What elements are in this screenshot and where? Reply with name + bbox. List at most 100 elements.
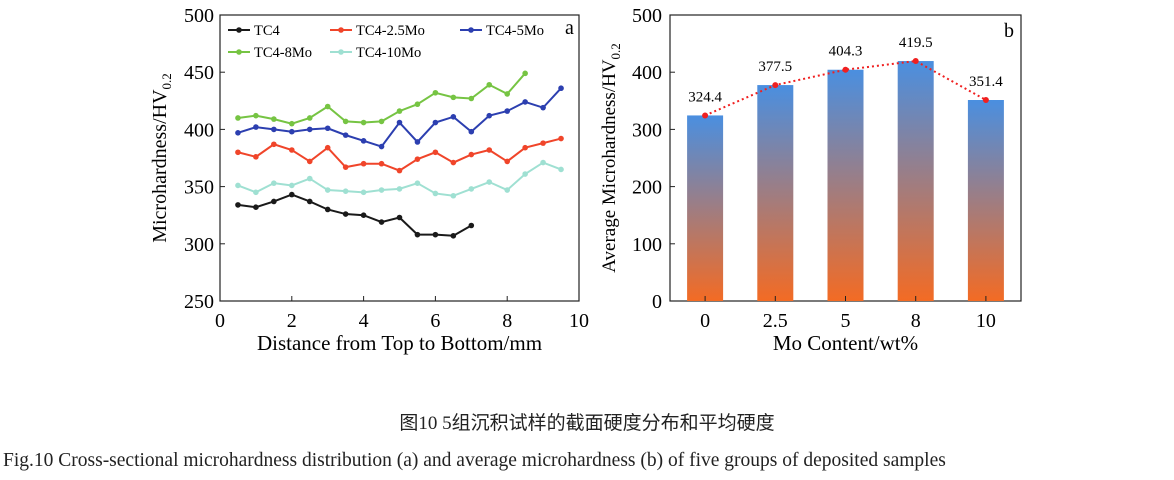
data-point-TC4-8Mo <box>235 115 241 121</box>
data-point-TC4 <box>253 204 259 210</box>
data-point-TC4-5Mo <box>289 128 295 135</box>
bar-0 <box>687 115 724 301</box>
data-point-TC4-8Mo <box>342 118 349 125</box>
data-label: 419.5 <box>899 35 933 51</box>
caption-english: Fig.10 Cross-sectional microhardness dis… <box>3 450 946 471</box>
data-point-TC4 <box>432 231 439 238</box>
data-point-TC4-5Mo <box>271 126 277 133</box>
data-point-TC4-10Mo <box>558 166 564 173</box>
data-point-TC4-2.5Mo <box>378 160 385 167</box>
data-point-TC4 <box>450 232 457 239</box>
y-axis-subscript-b: 0.2 <box>608 43 623 59</box>
data-point-TC4-10Mo <box>271 180 277 186</box>
data-point-TC4-8Mo <box>271 116 277 122</box>
series-line-TC4 <box>237 193 472 237</box>
data-point-TC4-8Mo <box>324 103 331 110</box>
data-point-TC4-2.5Mo <box>504 158 511 165</box>
series-line-TC4-8Mo <box>237 72 526 125</box>
y-tick-label-b: 300 <box>632 119 662 141</box>
data-point-TC4-2.5Mo <box>396 167 403 174</box>
data-point-TC4-5Mo <box>360 138 367 144</box>
data-point-TC4-5Mo <box>396 119 403 126</box>
data-label: 404.3 <box>829 44 863 60</box>
y-tick-label-b: 400 <box>632 62 662 84</box>
data-point-TC4-5Mo <box>558 85 564 92</box>
legend-label: TC4-10Mo <box>356 45 421 61</box>
data-point-TC4-2.5Mo <box>522 144 528 151</box>
data-point-TC4-2.5Mo <box>540 140 546 146</box>
data-point-TC4-2.5Mo <box>486 147 493 153</box>
data-point-TC4-5Mo <box>414 139 421 145</box>
data-point-TC4-5Mo <box>486 112 493 119</box>
legend-marker <box>468 27 474 33</box>
data-point-TC4-2.5Mo <box>558 135 564 142</box>
data-point-TC4-2.5Mo <box>253 154 259 160</box>
x-tick-label-a: 8 <box>502 310 512 332</box>
x-axis-title-b: Mo Content/wt% <box>773 331 918 355</box>
x-tick-label-a: 6 <box>430 310 440 332</box>
data-point-TC4 <box>414 231 421 238</box>
data-point-TC4-8Mo <box>306 115 313 121</box>
data-point-TC4-8Mo <box>253 112 259 119</box>
data-point-TC4-8Mo <box>504 91 511 97</box>
data-point-TC4-10Mo <box>504 187 511 193</box>
x-tick-label-a: 0 <box>215 310 225 332</box>
data-point-TC4-8Mo <box>468 95 475 102</box>
data-point-TC4-2.5Mo <box>235 149 241 156</box>
legend-marker <box>338 49 344 55</box>
data-label: 377.5 <box>758 59 792 75</box>
data-point-TC4-8Mo <box>450 94 457 101</box>
data-point-TC4-5Mo <box>235 130 241 136</box>
series-line-TC4-2.5Mo <box>237 137 562 172</box>
x-tick-label-a: 2 <box>287 310 297 332</box>
data-point-TC4-10Mo <box>235 182 241 189</box>
data-point-TC4-10Mo <box>324 187 331 193</box>
data-point-TC4 <box>235 202 241 208</box>
y-tick-label-b: 0 <box>652 291 662 313</box>
trend-point <box>912 58 919 65</box>
data-point-TC4-2.5Mo <box>324 144 331 151</box>
legend-marker <box>338 27 344 33</box>
y-tick-label-b: 100 <box>632 234 662 256</box>
data-point-TC4 <box>324 206 331 213</box>
data-point-TC4-8Mo <box>432 89 439 96</box>
legend-marker <box>236 27 242 33</box>
legend-label: TC4-8Mo <box>254 45 312 61</box>
data-point-TC4-2.5Mo <box>306 158 313 165</box>
bar-5 <box>827 69 864 301</box>
data-point-TC4 <box>378 219 385 225</box>
trend-point <box>702 112 709 119</box>
y-tick-label-a: 400 <box>184 119 214 141</box>
data-label: 351.4 <box>969 74 1003 90</box>
data-point-TC4-10Mo <box>486 179 493 185</box>
y-tick-label-a: 250 <box>184 291 214 313</box>
data-point-TC4-10Mo <box>360 189 367 196</box>
y-axis-title-b: Average Microhardness/HV0.2 <box>599 43 623 273</box>
data-point-TC4-5Mo <box>468 128 475 135</box>
y-tick-label-a: 500 <box>184 5 214 27</box>
trend-point <box>842 66 849 73</box>
data-point-TC4-2.5Mo <box>342 164 349 170</box>
data-point-TC4-5Mo <box>306 126 313 133</box>
y-axis-subscript-a: 0.2 <box>159 73 174 89</box>
trend-line <box>704 60 987 117</box>
data-point-TC4-2.5Mo <box>468 151 475 158</box>
x-tick-label-b: 0 <box>700 310 710 332</box>
legend-label: TC4-5Mo <box>486 23 544 39</box>
data-point-TC4-8Mo <box>522 70 528 77</box>
y-tick-label-a: 300 <box>184 234 214 256</box>
y-tick-label-b: 500 <box>632 5 662 27</box>
data-point-TC4-8Mo <box>378 118 385 125</box>
data-point-TC4 <box>342 211 349 217</box>
data-point-TC4-2.5Mo <box>289 147 295 153</box>
data-point-TC4-8Mo <box>396 108 403 114</box>
data-point-TC4-10Mo <box>378 187 385 193</box>
data-point-TC4 <box>271 198 277 205</box>
data-point-TC4-10Mo <box>540 159 546 166</box>
data-point-TC4-2.5Mo <box>432 149 439 156</box>
data-point-TC4-5Mo <box>522 99 528 105</box>
data-point-TC4-10Mo <box>306 175 313 182</box>
data-label: 324.4 <box>688 89 722 105</box>
data-point-TC4-8Mo <box>414 101 421 108</box>
